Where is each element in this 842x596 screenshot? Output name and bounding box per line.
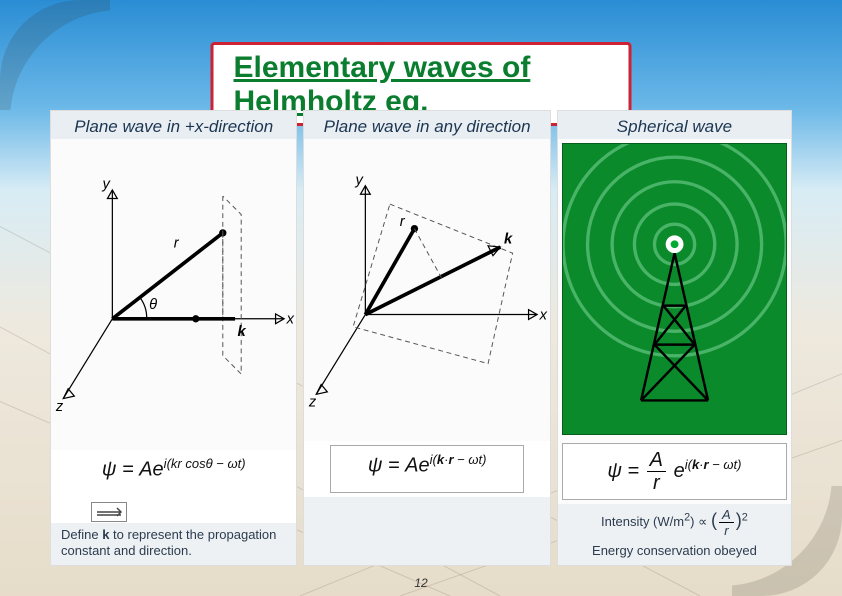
svg-text:r: r (400, 214, 406, 230)
svg-text:θ: θ (149, 297, 157, 313)
define-arrow (51, 498, 296, 523)
page-number: 12 (414, 576, 427, 590)
svg-text:k: k (504, 231, 513, 247)
source-dot-inner (671, 240, 679, 248)
col3-title: Spherical wave (558, 111, 791, 139)
corner-ornament-tl (0, 0, 110, 110)
svg-text:z: z (55, 399, 64, 415)
col1-footer: Define k to represent the propagation co… (51, 523, 296, 566)
svg-text:x: x (286, 312, 295, 328)
col2-equation: ψ = Aei(k·r − ωt) (330, 445, 523, 493)
col3-equation: ψ = Ar ei(k·r − ωt) (562, 443, 787, 500)
svg-text:y: y (102, 177, 112, 193)
svg-text:y: y (355, 172, 365, 188)
col-plane-x: Plane wave in +x-direction x y z r k θ (50, 110, 297, 566)
slide-title: Elementary waves of Helmholtz eq. (234, 51, 531, 118)
vec-r-label: r (174, 236, 180, 252)
content-row: Plane wave in +x-direction x y z r k θ (50, 110, 792, 566)
col3-footer2: Energy conservation obeyed (558, 543, 791, 565)
col2-title: Plane wave in any direction (304, 111, 549, 139)
col2-footer (304, 497, 549, 565)
col1-diagram: x y z r k θ (51, 139, 296, 450)
svg-text:k: k (238, 324, 247, 340)
col3-footer: Intensity (W/m2) ∝ (Ar)2 (558, 504, 791, 543)
double-arrow-icon (91, 502, 127, 522)
axes-plane-x: x y z r k θ (51, 139, 296, 450)
antenna-svg (563, 144, 786, 434)
col2-diagram: x y z r k (304, 139, 549, 441)
svg-text:x: x (539, 307, 548, 323)
col-spherical: Spherical wave (557, 110, 792, 566)
col-plane-any: Plane wave in any direction x y z r k ψ = … (303, 110, 550, 566)
antenna-panel (562, 143, 787, 435)
svg-text:z: z (308, 395, 317, 411)
axes-plane-any: x y z r k (304, 139, 549, 441)
col1-title: Plane wave in +x-direction (51, 111, 296, 139)
col1-equation: ψ = Aei(kr cosθ − ωt) (51, 450, 296, 498)
